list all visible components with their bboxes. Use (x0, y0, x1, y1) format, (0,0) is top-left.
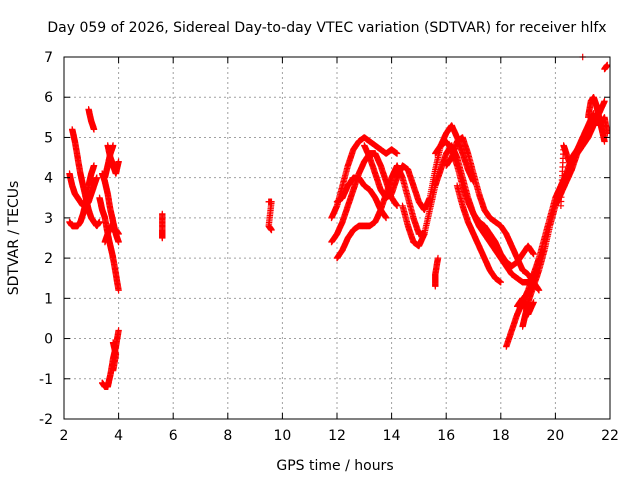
x-tick-label: 16 (437, 428, 455, 444)
data-point (601, 98, 608, 105)
data-point (568, 166, 575, 173)
data-point (90, 126, 98, 133)
y-tick-label: 5 (44, 130, 53, 146)
data-point (115, 287, 122, 294)
data-point (159, 234, 166, 242)
data-point (382, 214, 390, 222)
y-tick-label: 0 (44, 332, 53, 348)
data-point (497, 279, 504, 286)
x-tick-label: 22 (601, 428, 619, 444)
data-point (93, 174, 100, 181)
y-axis-tick-labels: -2 -1 0 1 2 3 4 5 6 7 (39, 50, 53, 428)
x-tick-label: 4 (114, 428, 123, 444)
x-tick-label: 6 (169, 428, 178, 444)
data-point (434, 254, 442, 262)
x-tick-label: 8 (223, 428, 232, 444)
x-axis-tick-labels: 2 4 6 8 10 12 14 16 18 20 22 (60, 428, 619, 444)
data-point (96, 218, 103, 226)
data-point (115, 158, 122, 165)
y-tick-label: 7 (44, 50, 53, 66)
y-tick-label: 2 (44, 251, 53, 267)
data-point (90, 162, 98, 169)
data-point (115, 238, 122, 246)
data-point (115, 327, 122, 334)
x-tick-label: 14 (383, 428, 401, 444)
data-point (604, 61, 611, 69)
data-series-sdtvar (66, 53, 611, 390)
y-tick-label: 1 (44, 291, 53, 307)
data-point (604, 130, 611, 137)
grid-lines (64, 57, 610, 419)
x-tick-label: 10 (273, 428, 291, 444)
axis-ticks (63, 56, 611, 420)
data-point (530, 299, 537, 306)
x-axis-label: GPS time / hours (276, 458, 393, 474)
data-point (268, 226, 275, 234)
chart-title: Day 059 of 2026, Sidereal Day-to-day VTE… (47, 20, 606, 36)
y-tick-label: 4 (44, 171, 53, 187)
x-tick-label: 18 (492, 428, 510, 444)
x-tick-label: 20 (546, 428, 564, 444)
y-tick-label: -2 (39, 412, 53, 428)
data-point (109, 367, 117, 374)
data-point (601, 138, 608, 145)
x-tick-label: 2 (60, 428, 69, 444)
data-point (393, 150, 401, 157)
y-tick-label: 3 (44, 211, 53, 227)
y-tick-label: -1 (39, 372, 53, 388)
data-point (109, 142, 117, 149)
data-point (535, 287, 543, 294)
x-tick-label: 12 (328, 428, 346, 444)
data-point (115, 230, 122, 238)
data-point (530, 250, 537, 258)
y-axis-label: SDTVAR / TECUs (6, 181, 22, 296)
data-point (393, 202, 401, 209)
y-tick-label: 6 (44, 90, 53, 106)
